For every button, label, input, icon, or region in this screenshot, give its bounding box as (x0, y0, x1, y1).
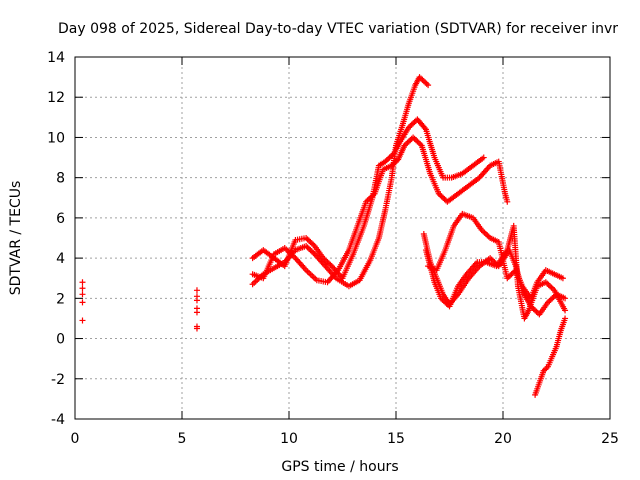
y-tick-label: 6 (56, 211, 65, 227)
series-track-b (249, 116, 487, 282)
data-point (79, 317, 86, 324)
data-point (193, 325, 200, 332)
series-track-e (422, 222, 569, 322)
plot-frame (74, 56, 611, 420)
data-point (504, 198, 511, 205)
y-tick-label: -4 (51, 412, 65, 428)
data-points (79, 74, 569, 398)
x-tick-label: 5 (178, 431, 187, 447)
data-point (79, 299, 86, 306)
x-tick-label: 15 (387, 431, 405, 447)
y-tick-label: 0 (56, 332, 65, 348)
data-point (562, 307, 569, 314)
data-point (193, 309, 200, 316)
x-tick-label: 20 (494, 431, 512, 447)
y-tick-label: 2 (56, 291, 65, 307)
series-track-f (425, 210, 566, 302)
series-isolated-early-1 (79, 279, 86, 324)
data-point (193, 297, 200, 304)
y-tick-label: 8 (56, 171, 65, 187)
y-tick-label: 10 (47, 130, 65, 146)
y-tick-label: 4 (56, 251, 65, 267)
series-isolated-early-2 (193, 287, 200, 332)
x-tick-label: 25 (601, 431, 619, 447)
x-axis-label: GPS time / hours (281, 459, 398, 475)
y-tick-label: 14 (47, 50, 65, 66)
data-point (79, 279, 86, 286)
data-point (562, 315, 569, 322)
tick-labels: 0 5 10 15 20 25 -4 -2 0 2 4 6 8 10 12 14 (47, 50, 619, 447)
series-track-c (249, 134, 511, 286)
chart-title: Day 098 of 2025, Sidereal Day-to-day VTE… (58, 21, 618, 37)
data-point (562, 295, 569, 302)
data-point (480, 154, 487, 161)
y-tick-label: 12 (47, 90, 65, 106)
y-tick-label: -2 (51, 372, 65, 388)
series-track-g (532, 315, 569, 398)
data-point (79, 291, 86, 298)
data-point (559, 275, 566, 282)
x-tick-label: 10 (280, 431, 298, 447)
data-point (425, 82, 432, 89)
data-point (79, 285, 86, 292)
data-point (193, 287, 200, 294)
y-axis-label: SDTVAR / TECUs (8, 181, 24, 296)
x-tick-label: 0 (71, 431, 80, 447)
